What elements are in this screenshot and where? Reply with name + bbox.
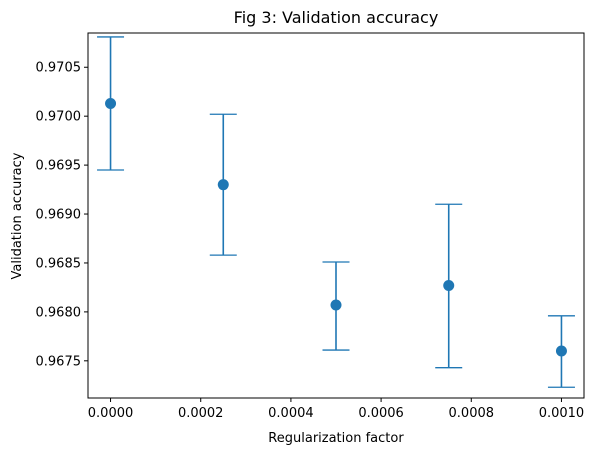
data-point [105,97,117,109]
plot-frame [87,32,585,399]
y-tick-label: 0.9680 [36,305,82,320]
x-axis-label: Regularization factor [268,431,404,446]
plot-area [97,36,575,388]
x-tick-label: 0.0006 [358,406,404,421]
y-tick-label: 0.9690 [36,208,82,223]
x-tick-label: 0.0002 [178,406,224,421]
data-point [443,279,455,291]
x-axis: 0.0000 0.0002 0.0004 0.0006 0.0008 0.0010 [88,398,584,421]
data-point [330,299,342,311]
data-point [217,179,229,191]
y-tick-label: 0.9685 [36,256,82,271]
y-tick-label: 0.9695 [36,159,82,174]
y-tick-label: 0.9700 [36,110,82,125]
x-tick-label: 0.0004 [268,406,314,421]
x-tick-label: 0.0000 [88,406,134,421]
x-tick-label: 0.0010 [539,406,585,421]
y-tick-label: 0.9675 [36,354,82,369]
x-tick-label: 0.0008 [449,406,495,421]
data-point [555,345,567,357]
chart-title: Fig 3: Validation accuracy [234,8,439,27]
y-axis: 0.9675 0.9680 0.9685 0.9690 0.9695 0.9700 0.97… [36,61,88,369]
y-tick-label: 0.9705 [36,61,82,76]
y-axis-label: Validation accuracy [10,152,25,279]
